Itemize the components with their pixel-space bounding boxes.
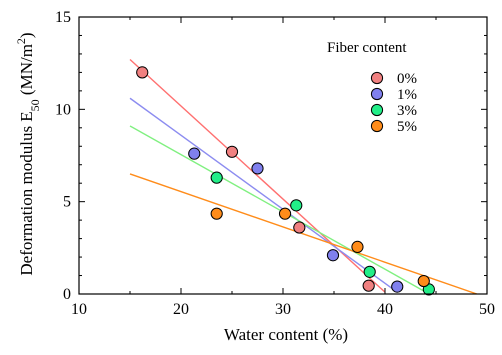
y-tick-label: 5 — [63, 194, 71, 211]
legend-marker-5pct — [370, 119, 384, 133]
data-point-3pct-2 — [290, 199, 303, 212]
x-tick-label: 40 — [377, 301, 393, 318]
legend-label-1pct: 1% — [397, 87, 417, 103]
legend-marker-0pct — [370, 71, 384, 85]
y-tick-label: 10 — [55, 101, 71, 118]
x-tick-label: 30 — [275, 301, 291, 318]
y-axis-title: Deformation modulus E50 (MN/m2) — [14, 32, 42, 275]
data-point-5pct-3 — [351, 240, 364, 254]
data-point-0pct-4 — [362, 279, 375, 292]
data-point-1pct-2 — [251, 162, 264, 175]
legend-marker-3pct — [370, 103, 384, 117]
fit-line-0pct — [129, 58, 386, 293]
plot-area — [129, 58, 478, 296]
data-point-5pct-4 — [417, 274, 430, 288]
data-point-0pct-3 — [293, 221, 306, 234]
x-tick-label: 20 — [173, 301, 189, 318]
data-point-1pct-4 — [391, 280, 404, 293]
fit-line-3pct — [129, 125, 427, 293]
data-point-5pct-1 — [210, 207, 223, 220]
data-point-1pct-3 — [326, 249, 340, 262]
legend-label-0pct: 0% — [397, 71, 417, 87]
axes: 10 20 30 40 50 0 5 10 15 — [55, 9, 495, 318]
y-tick-label: 15 — [55, 9, 71, 26]
x-axis-title: Water content (%) — [224, 325, 348, 344]
y-axis-title-subscript: 50 — [28, 99, 42, 111]
data-point-1pct-1 — [188, 147, 201, 160]
data-point-3pct-1 — [210, 171, 223, 184]
x-tick-label: 50 — [479, 301, 495, 318]
plot-frame — [78, 16, 488, 295]
data-point-3pct-3 — [363, 265, 376, 278]
fit-line-1pct — [129, 97, 398, 293]
data-point-0pct-2 — [225, 145, 239, 158]
y-axis-title-superscript: 2 — [14, 38, 28, 44]
legend-label-3pct: 3% — [397, 103, 417, 119]
data-point-5pct-2 — [278, 207, 292, 220]
fit-line-5pct — [129, 173, 478, 294]
legend-label-5pct: 5% — [397, 119, 417, 135]
x-tick-label: 10 — [71, 301, 87, 318]
legend-title: Fiber content — [327, 40, 407, 56]
legend-marker-1pct — [370, 87, 384, 101]
legend: Fiber content 0%1%3%5% — [327, 40, 417, 135]
y-tick-label: 0 — [63, 286, 71, 303]
data-point-0pct-1 — [136, 66, 149, 79]
